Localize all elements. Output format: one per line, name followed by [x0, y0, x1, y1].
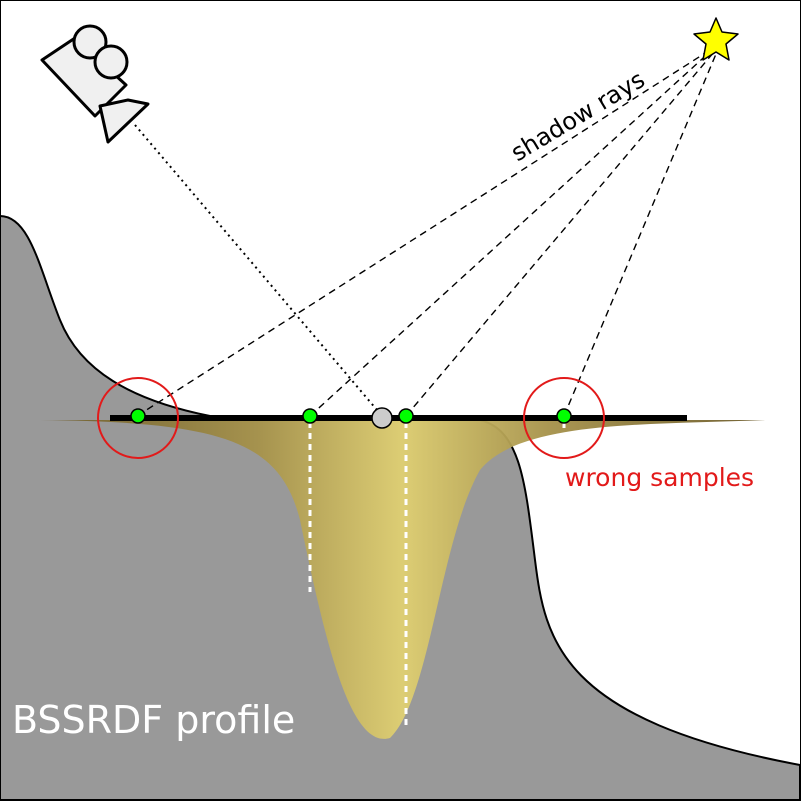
- wrong-sample-circle-right: [523, 377, 605, 459]
- bssrdf-profile-curve: [40, 420, 765, 739]
- shading-point: [371, 407, 393, 429]
- bssrdf-profile-label: BSSRDF profile: [12, 698, 295, 742]
- projection-lines: [308, 422, 566, 728]
- shadow-rays: [136, 49, 717, 417]
- sample-point: [556, 408, 572, 424]
- movie-camera-icon: [40, 24, 150, 144]
- shadow-ray: [136, 49, 711, 417]
- sample-point: [130, 408, 146, 424]
- shadow-ray: [405, 51, 715, 417]
- sample-point: [302, 408, 318, 424]
- wrong-sample-circle-left: [97, 377, 179, 459]
- shadow-ray: [309, 49, 713, 417]
- star-icon: [693, 17, 739, 61]
- shadow-ray: [563, 53, 717, 417]
- sample-point: [398, 408, 414, 424]
- wrong-samples-label: wrong samples: [565, 463, 754, 492]
- camera-ray: [134, 124, 378, 411]
